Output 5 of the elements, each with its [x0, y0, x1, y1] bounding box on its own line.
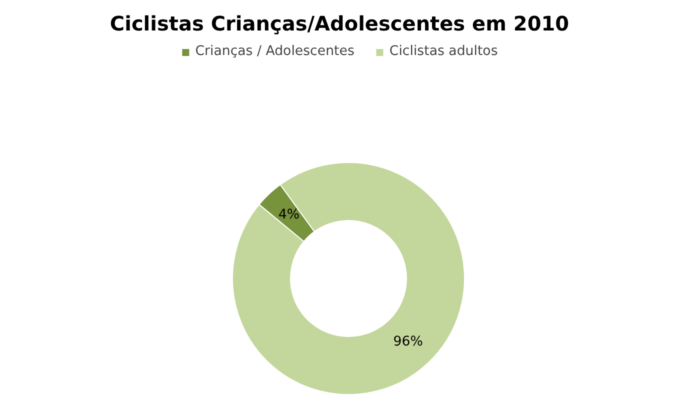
data-label: 96%	[393, 334, 423, 350]
legend-label: Ciclistas adultos	[389, 44, 498, 59]
chart-title: Ciclistas Crianças/Adolescentes em 2010	[110, 12, 570, 36]
data-label: 4%	[278, 208, 300, 223]
legend-label: Crianças / Adolescentes	[195, 44, 354, 59]
